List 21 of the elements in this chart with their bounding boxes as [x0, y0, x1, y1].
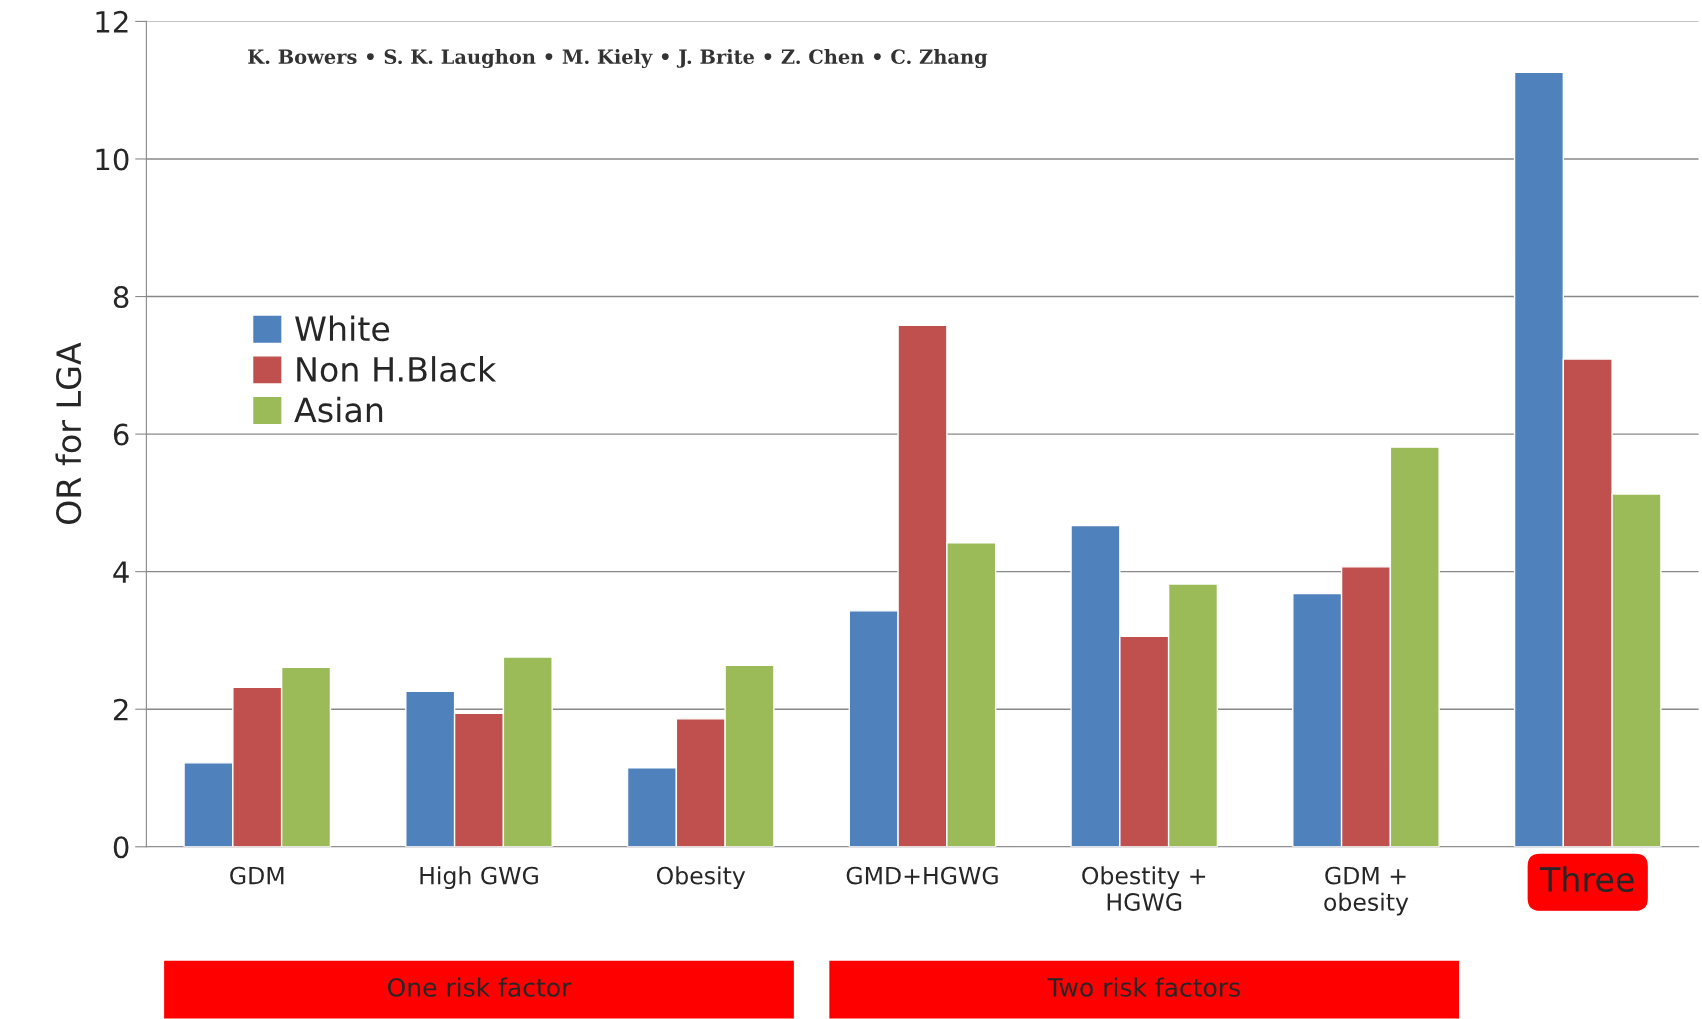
text: Two risk factors [1047, 977, 1240, 997]
annotation: K. Bowers • S. K. Laughon • M. Kiely • J. Brite • Z. Chen • C. Zhang [248, 48, 988, 69]
y-tick-label: 8 [113, 285, 129, 309]
text: One risk factor [388, 977, 572, 997]
x-tick-label: GDM [230, 866, 284, 885]
y-tick-label: 0 [113, 836, 129, 859]
y-axis-title: OR for LGA [55, 342, 82, 525]
x-tick-label: Obesity [656, 866, 746, 890]
legend-label: Non H.Black [297, 356, 497, 382]
legend-label: White [295, 315, 390, 342]
y-tick-label: 10 [96, 148, 129, 171]
x-tick-label: High GWG [420, 866, 538, 890]
y-tick-label: 6 [113, 423, 129, 446]
x-tick-label: Obestity + HGWG [1082, 866, 1206, 911]
y-tick-label: 2 [113, 698, 128, 721]
y-tick-label: 12 [96, 10, 128, 33]
legend-label: Asian [294, 396, 383, 423]
x-tick-label: Three [1539, 866, 1634, 893]
x-tick-label: GDM + obesity [1324, 866, 1409, 916]
x-tick-label: GMD+HGWG [846, 866, 998, 885]
y-tick-label: 4 [113, 561, 129, 583]
